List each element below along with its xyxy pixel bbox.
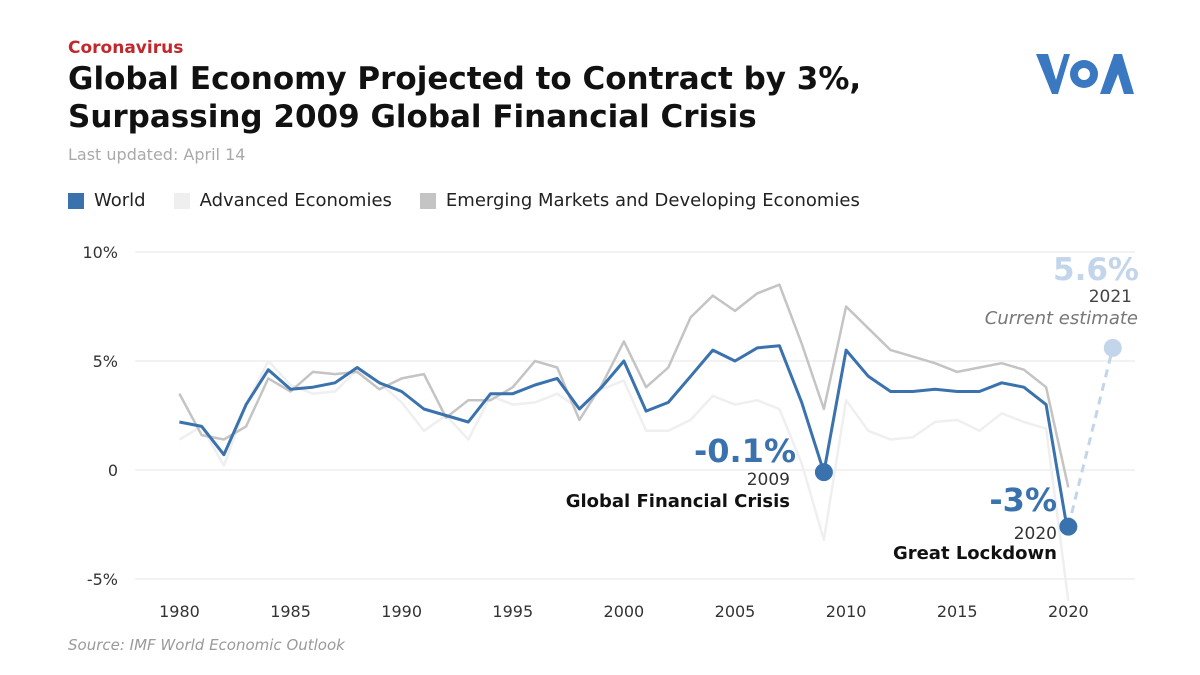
marker-2020 — [1059, 517, 1078, 536]
annotation-2009-name: Global Financial Crisis — [566, 491, 790, 512]
y-tick-label: 5% — [93, 352, 118, 371]
y-tick-label: 0 — [108, 461, 118, 480]
legend-label-emerging: Emerging Markets and Developing Economie… — [445, 190, 860, 211]
annotation-2020-year: 2020 — [1014, 524, 1057, 544]
annotation-2021-year: 2021 — [1089, 287, 1132, 307]
source-note: Source: IMF World Economic Outlook — [68, 636, 345, 654]
last-updated: Last updated: April 14 — [68, 145, 246, 164]
legend-item-advanced: Advanced Economies — [173, 190, 392, 211]
annotation-2009-year: 2009 — [747, 470, 790, 490]
chart-legend: World Advanced Economies Emerging Market… — [68, 190, 888, 211]
x-tick-label: 2005 — [715, 602, 756, 621]
legend-label-world: World — [94, 190, 146, 211]
kicker-label: Coronavirus — [68, 38, 184, 58]
series-line-emerging — [178, 283, 1070, 488]
annotation-2020-value: -3% — [989, 481, 1057, 519]
title-line-2: Surpassing 2009 Global Financial Crisis — [68, 99, 757, 135]
title-line-1: Global Economy Projected to Contract by … — [68, 61, 862, 97]
marker-2021-estimate — [1103, 338, 1122, 357]
x-tick-label: 2015 — [937, 602, 978, 621]
legend-item-emerging: Emerging Markets and Developing Economie… — [419, 190, 860, 211]
x-tick-label: 2000 — [604, 602, 645, 621]
legend-swatch-emerging — [419, 192, 436, 209]
estimate-dashed-line — [1066, 347, 1115, 528]
x-tick-label: 1980 — [159, 602, 200, 621]
annotation-2009-value: -0.1% — [694, 432, 796, 470]
annotation-2021-value: 5.6% — [1053, 252, 1139, 288]
legend-item-world: World — [68, 190, 146, 211]
y-tick-label: 10% — [82, 243, 118, 262]
x-tick-label: 1995 — [492, 602, 533, 621]
series-line-advanced — [178, 359, 1070, 601]
series-line-world — [179, 344, 1070, 536]
voa-logo — [1036, 54, 1134, 94]
x-tick-label: 2020 — [1048, 602, 1089, 621]
page-title: Global Economy Projected to Contract by … — [68, 60, 948, 136]
legend-swatch-advanced — [173, 192, 190, 209]
annotation-2021-name: Current estimate — [985, 308, 1138, 329]
x-tick-label: 1990 — [381, 602, 422, 621]
annotation-2020-name: Great Lockdown — [893, 543, 1057, 564]
legend-label-advanced: Advanced Economies — [199, 190, 392, 211]
y-tick-label: -5% — [87, 570, 118, 589]
x-tick-label: 2010 — [826, 602, 867, 621]
legend-swatch-world — [68, 192, 84, 209]
marker-2009 — [814, 463, 833, 482]
x-tick-label: 1985 — [270, 602, 311, 621]
